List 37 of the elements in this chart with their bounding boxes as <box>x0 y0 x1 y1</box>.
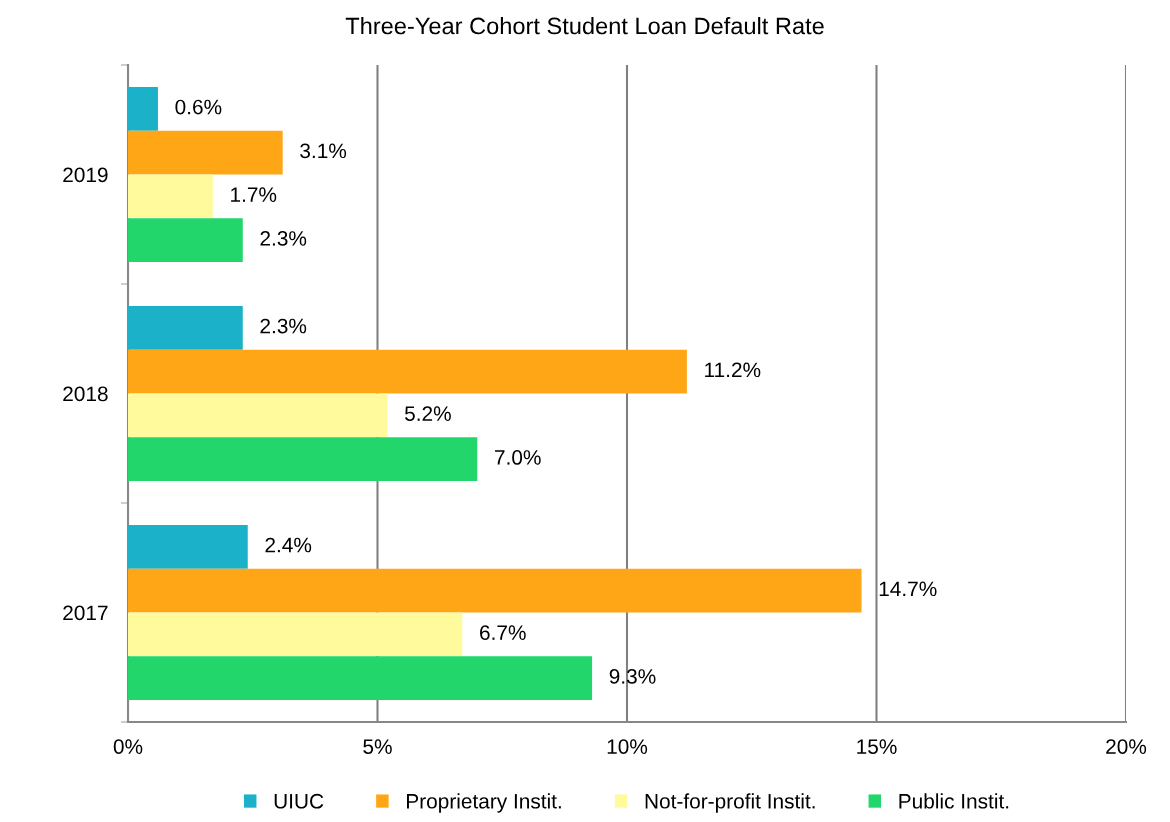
bar <box>128 86 158 131</box>
data-label: 1.7% <box>231 187 277 202</box>
legend-label: Not-for-profit Instit. <box>645 793 815 813</box>
bar <box>128 393 388 438</box>
x-tick-label: 20% <box>1106 739 1147 754</box>
bar <box>128 612 463 657</box>
legend-label: Public Instit. <box>899 793 1009 809</box>
data-label: 3.1% <box>300 143 347 159</box>
bar <box>128 524 248 569</box>
y-tick-label: 2018 <box>63 386 108 402</box>
legend-label: UIUC <box>274 793 324 809</box>
data-label: 11.2% <box>705 362 761 378</box>
chart-title: Three-Year Cohort Student Loan Default Rate <box>345 17 824 35</box>
bar <box>128 656 593 701</box>
data-label: 9.3% <box>609 669 656 684</box>
x-tick-label: 15% <box>857 739 897 754</box>
y-tick-label: 2019 <box>63 167 108 183</box>
x-tick-label: 5% <box>363 739 392 754</box>
bar <box>128 568 862 613</box>
data-label: 2.4% <box>265 537 312 553</box>
data-label: 7.0% <box>495 450 541 465</box>
data-label: 2.3% <box>260 231 307 246</box>
data-label: 5.2% <box>404 406 451 421</box>
bar <box>128 174 213 219</box>
bar <box>128 218 243 263</box>
bar <box>128 305 243 350</box>
data-label: 6.7% <box>480 625 526 640</box>
bar <box>128 437 478 482</box>
data-label: 14.7% <box>879 581 937 597</box>
y-tick-label: 2017 <box>63 605 108 621</box>
bar <box>128 349 687 394</box>
x-tick-label: 0% <box>113 739 143 754</box>
data-label: 0.6% <box>175 99 222 115</box>
data-label: 2.3% <box>260 318 307 334</box>
legend-label: Proprietary Instit. <box>407 793 561 813</box>
bar <box>128 130 283 175</box>
x-tick-label: 10% <box>607 739 648 754</box>
